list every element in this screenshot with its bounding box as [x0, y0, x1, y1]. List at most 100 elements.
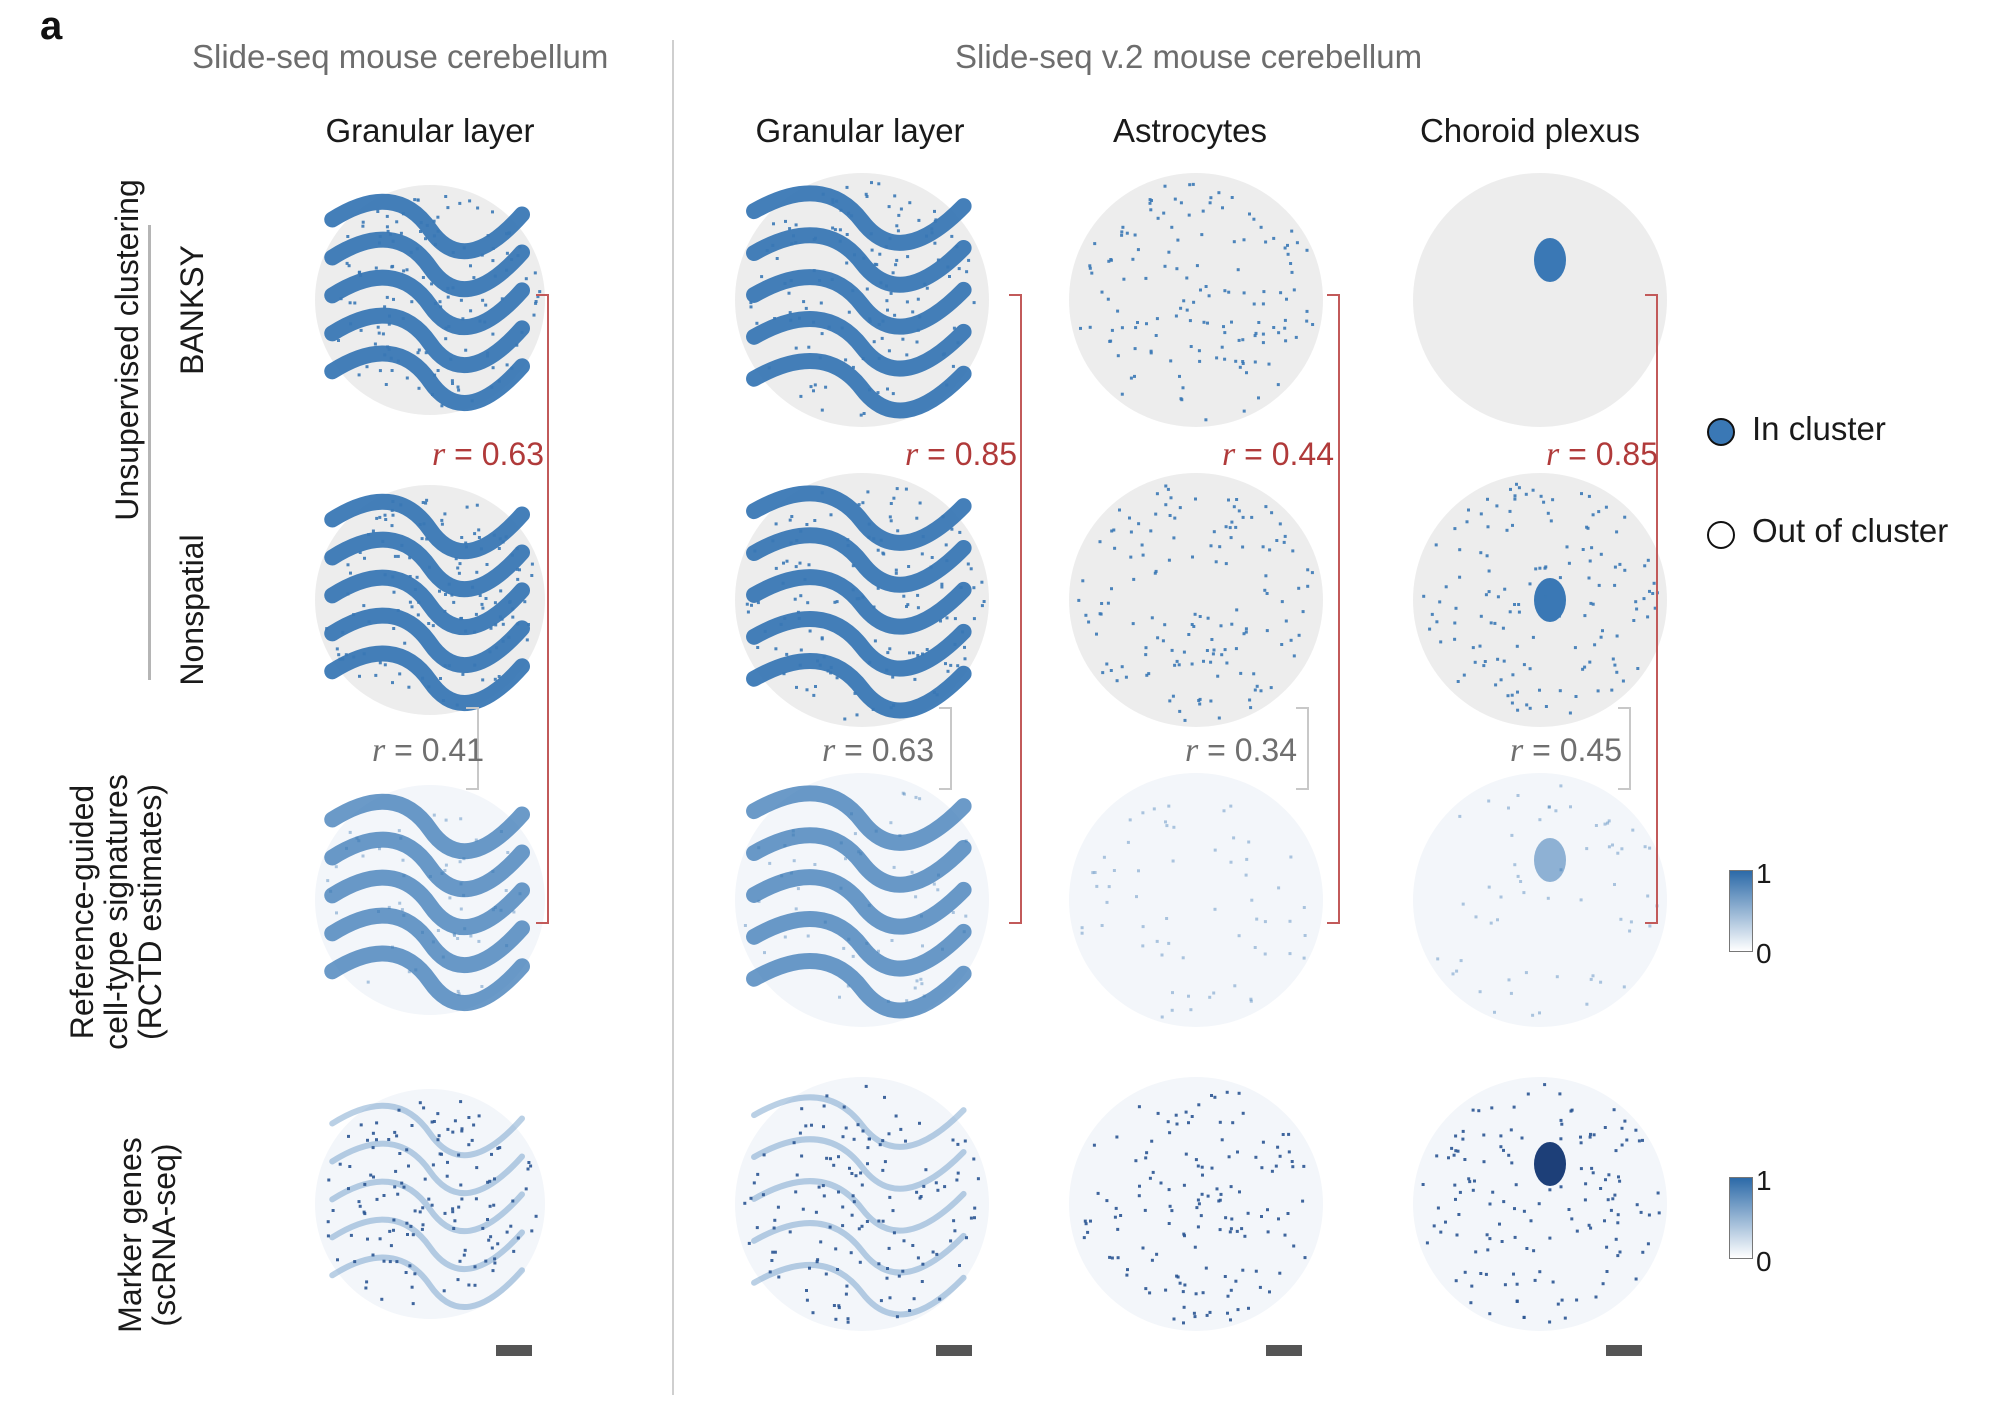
- spot-dot: [953, 617, 957, 621]
- spot-dot: [1173, 197, 1177, 201]
- spot-dot: [1587, 1223, 1591, 1227]
- spot-dot: [1522, 1315, 1526, 1319]
- spot-dot: [858, 1260, 862, 1264]
- spot-dot: [1090, 271, 1094, 275]
- spot-dot: [743, 1201, 747, 1205]
- spot-dot: [1128, 818, 1132, 822]
- spot-dot: [1234, 647, 1238, 651]
- spot-dot: [1201, 209, 1205, 213]
- spot-dot: [846, 544, 850, 548]
- spot-dot: [1580, 492, 1583, 496]
- spot-dot: [859, 1171, 863, 1175]
- spot-dot: [484, 1259, 488, 1263]
- spot-dot: [1276, 1145, 1280, 1149]
- spot-dot: [1240, 1227, 1244, 1231]
- spot-dot: [837, 1155, 840, 1159]
- spot-dot: [951, 364, 955, 368]
- spot-dot: [1453, 1183, 1457, 1187]
- spatial-plot-r1-c2: [1069, 473, 1323, 727]
- spot-dot: [912, 1297, 916, 1301]
- spot-dot: [347, 264, 351, 268]
- spot-dot: [958, 1264, 961, 1267]
- spot-dot: [780, 874, 784, 878]
- spot-dot: [481, 606, 485, 610]
- spot-dot: [438, 300, 442, 304]
- spot-dot: [346, 235, 350, 238]
- spot-dot: [896, 229, 900, 233]
- cluster-band: [751, 1136, 967, 1192]
- spot-dot: [1479, 1272, 1483, 1275]
- spot-dot: [431, 624, 435, 628]
- spot-dot: [884, 245, 888, 249]
- spot-dot: [916, 606, 920, 610]
- spot-dot: [936, 258, 940, 262]
- spot-dot: [807, 563, 811, 567]
- spot-dot: [788, 227, 792, 231]
- spot-dot: [812, 693, 816, 697]
- spot-dot: [1281, 1133, 1285, 1136]
- spot-dot: [911, 1244, 915, 1247]
- spot-dot: [386, 229, 390, 233]
- spot-dot: [1144, 1287, 1148, 1291]
- spot-dot: [1310, 571, 1314, 575]
- spot-dot: [1479, 512, 1483, 516]
- spot-dot: [464, 629, 468, 633]
- spot-dot: [1230, 320, 1233, 324]
- spot-dot: [1430, 612, 1434, 616]
- spot-dot: [868, 388, 871, 392]
- spot-dot: [1210, 638, 1214, 641]
- spot-dot: [1084, 1222, 1088, 1226]
- spot-dot: [1532, 1249, 1536, 1253]
- spot-dot: [1148, 198, 1152, 202]
- spot-dot: [1496, 657, 1500, 661]
- spot-dot: [1189, 345, 1193, 348]
- spot-dot: [851, 954, 855, 958]
- spot-dot: [792, 234, 795, 238]
- spot-dot: [1167, 558, 1171, 562]
- spot-dot: [946, 265, 950, 269]
- spot-dot: [794, 241, 798, 244]
- spot-dot: [371, 1253, 375, 1257]
- spot-dot: [1278, 522, 1282, 526]
- spot-dot: [935, 693, 939, 697]
- spot-dot: [357, 839, 361, 843]
- spot-dot: [1618, 1179, 1622, 1183]
- spot-dot: [783, 935, 787, 939]
- spot-dot: [845, 1284, 849, 1288]
- spot-dot: [868, 660, 872, 664]
- spot-dot: [375, 516, 379, 520]
- spot-dot: [1223, 357, 1227, 361]
- spot-dot: [783, 617, 787, 620]
- spot-dot: [1141, 944, 1145, 948]
- spot-dot: [853, 253, 856, 257]
- spot-dot: [1236, 268, 1240, 272]
- spot-dot: [1435, 620, 1439, 624]
- spot-dot: [817, 1185, 821, 1189]
- spot-dot: [898, 834, 902, 837]
- spot-dot: [505, 1230, 509, 1234]
- spot-dot: [375, 1138, 378, 1142]
- spot-dot: [864, 192, 868, 196]
- cluster-band: [324, 607, 530, 674]
- spot-dot: [819, 1240, 823, 1244]
- spot-dot: [489, 1235, 493, 1239]
- spot-dot: [819, 301, 823, 305]
- spot-dot: [1155, 317, 1159, 321]
- spot-dot: [421, 676, 425, 680]
- spot-dot: [1086, 1230, 1090, 1234]
- spot-dot: [910, 870, 914, 874]
- spot-dot: [446, 286, 450, 290]
- spot-dot: [385, 214, 389, 218]
- spot-dot: [1166, 1120, 1170, 1124]
- spot-dot: [945, 616, 949, 620]
- spot-dot: [934, 218, 938, 222]
- spot-dot: [1587, 494, 1591, 498]
- spot-dot: [821, 1184, 825, 1188]
- spot-dot: [1154, 512, 1158, 516]
- spot-dot: [1229, 536, 1233, 540]
- spot-dot: [1283, 534, 1287, 538]
- legend-in-cluster-dot: [1707, 418, 1735, 446]
- column-title-granular-layer-v2: Granular layer: [755, 112, 965, 149]
- spot-dot: [893, 313, 897, 317]
- spot-dot: [1093, 242, 1097, 246]
